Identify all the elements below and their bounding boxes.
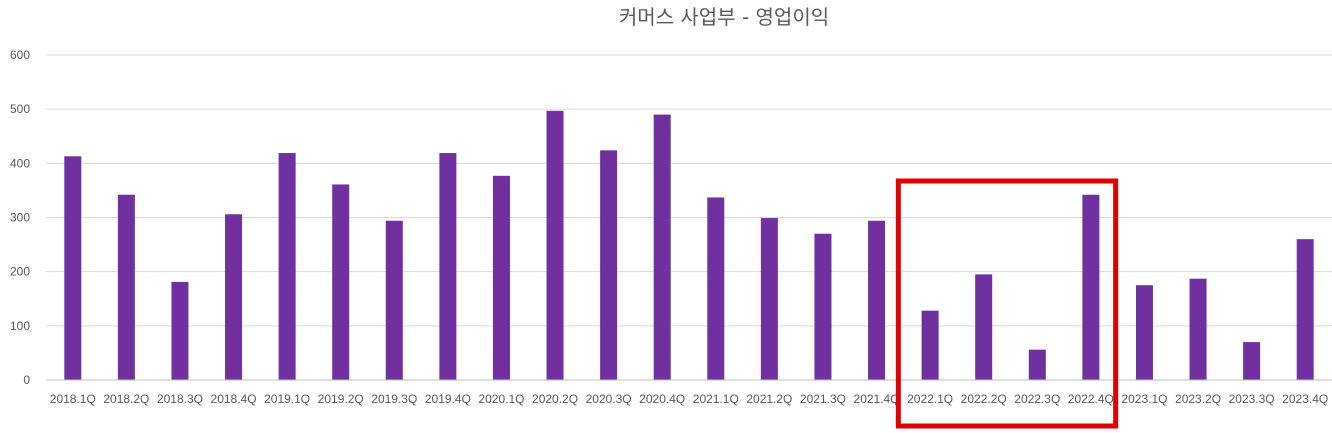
- x-tick-label: 2020.4Q: [639, 392, 685, 406]
- bar-2022.1Q: [921, 310, 939, 380]
- x-tick-label: 2023.3Q: [1229, 392, 1275, 406]
- y-tick-label: 0: [23, 373, 30, 387]
- x-tick-label: 2022.2Q: [961, 392, 1007, 406]
- chart-title: 커머스 사업부 - 영업이익: [619, 5, 829, 29]
- x-tick-label: 2018.3Q: [157, 392, 203, 406]
- bar-2022.3Q: [1028, 349, 1046, 380]
- bar-2021.3Q: [814, 233, 832, 380]
- y-axis-ticks: 0 100 200 300 400 500 600: [10, 48, 30, 387]
- x-tick-label: 2021.3Q: [800, 392, 846, 406]
- bar-2018.3Q: [171, 281, 189, 380]
- bar-2019.4Q: [439, 153, 457, 380]
- bar-2023.1Q: [1135, 285, 1153, 380]
- x-tick-label: 2022.3Q: [1014, 392, 1060, 406]
- x-tick-label: 2021.4Q: [854, 392, 900, 406]
- y-tick-label: 400: [10, 156, 30, 170]
- x-axis-ticks: 2018.1Q 2018.2Q 2018.3Q 2018.4Q 2019.1Q 2019.…: [50, 392, 1328, 406]
- bar-2021.2Q: [760, 218, 778, 380]
- bar-2020.2Q: [546, 110, 564, 381]
- bar-2023.4Q: [1296, 239, 1314, 380]
- bar-2018.4Q: [225, 214, 243, 380]
- bar-2023.3Q: [1243, 342, 1261, 380]
- bar-2019.2Q: [332, 184, 350, 380]
- x-tick-label: 2021.2Q: [746, 392, 792, 406]
- y-tick-label: 200: [10, 265, 30, 279]
- x-tick-label: 2023.4Q: [1282, 392, 1328, 406]
- x-tick-label: 2023.1Q: [1121, 392, 1167, 406]
- y-tick-label: 500: [10, 102, 30, 116]
- x-tick-label: 2020.3Q: [586, 392, 632, 406]
- bar-2022.2Q: [975, 274, 993, 380]
- x-tick-label: 2021.1Q: [693, 392, 739, 406]
- bar-2021.4Q: [868, 220, 886, 380]
- bar-2020.3Q: [600, 150, 618, 380]
- x-tick-label: 2023.2Q: [1175, 392, 1221, 406]
- y-tick-label: 600: [10, 48, 30, 62]
- highlight-box: [895, 178, 1119, 429]
- x-tick-label: 2020.2Q: [532, 392, 578, 406]
- bar-2022.4Q: [1082, 194, 1100, 380]
- bar-2019.1Q: [278, 153, 296, 380]
- x-tick-label: 2019.2Q: [318, 392, 364, 406]
- x-tick-label: 2020.1Q: [478, 392, 524, 406]
- x-tick-label: 2018.2Q: [103, 392, 149, 406]
- y-tick-label: 300: [10, 211, 30, 225]
- bar-2020.1Q: [492, 175, 510, 380]
- bar-2021.1Q: [707, 197, 725, 380]
- x-tick-label: 2019.4Q: [425, 392, 471, 406]
- x-tick-label: 2019.1Q: [264, 392, 310, 406]
- bar-2019.3Q: [385, 220, 403, 380]
- bar-2020.4Q: [653, 114, 671, 380]
- x-tick-label: 2022.1Q: [907, 392, 953, 406]
- bar-2018.1Q: [64, 156, 82, 380]
- bar-2023.2Q: [1189, 278, 1207, 380]
- y-tick-label: 100: [10, 319, 30, 333]
- bar-2018.2Q: [117, 194, 135, 380]
- x-tick-label: 2018.4Q: [211, 392, 257, 406]
- x-tick-label: 2022.4Q: [1068, 392, 1114, 406]
- bars: [64, 110, 1314, 381]
- x-tick-label: 2018.1Q: [50, 392, 96, 406]
- x-tick-label: 2019.3Q: [371, 392, 417, 406]
